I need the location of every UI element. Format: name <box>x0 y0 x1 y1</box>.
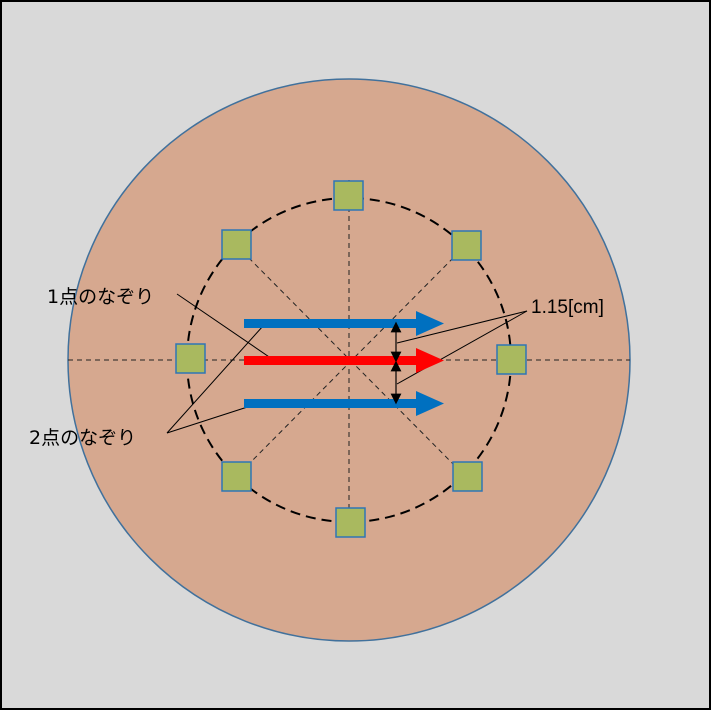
sensor-right <box>496 344 527 375</box>
sensor-bottom-right <box>452 461 483 492</box>
spacing-label: 1.15[cm] <box>531 297 604 318</box>
two-point-trace-label: 2点のなぞり <box>29 427 137 449</box>
sensor-bottom-left <box>221 461 252 492</box>
leader-spacing-lower <box>396 310 528 385</box>
trace-arrows <box>244 311 444 416</box>
leader-spacing-upper <box>396 310 528 344</box>
sensor-top <box>333 180 364 211</box>
sensors <box>175 180 527 538</box>
leader-two-point-upper <box>166 325 264 434</box>
sensor-top-right <box>451 230 482 261</box>
sensor-top-left <box>221 229 252 260</box>
sensor-bottom <box>335 507 366 538</box>
leader-lines <box>166 293 528 434</box>
one-point-trace-label: 1点のなぞり <box>47 286 155 308</box>
sensor-left <box>175 343 206 374</box>
two-point-arrow-upper <box>244 311 444 336</box>
one-point-arrow <box>244 348 444 373</box>
two-point-arrow-lower <box>244 391 444 416</box>
leader-one-point <box>176 293 279 364</box>
